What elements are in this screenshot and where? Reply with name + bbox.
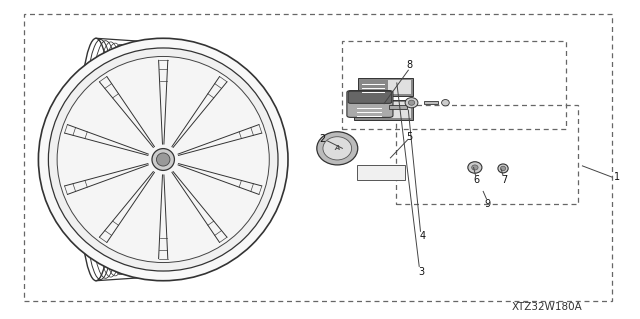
Ellipse shape: [49, 48, 278, 271]
Bar: [354, 100, 413, 120]
Text: 7: 7: [501, 175, 508, 185]
Bar: [358, 78, 413, 96]
Bar: [396, 105, 578, 204]
Text: 4: 4: [419, 231, 426, 241]
Ellipse shape: [156, 153, 170, 166]
Bar: [388, 80, 411, 94]
Ellipse shape: [152, 149, 175, 170]
Text: A: A: [335, 145, 340, 151]
Ellipse shape: [323, 137, 351, 160]
Ellipse shape: [442, 100, 449, 106]
Bar: [387, 102, 411, 118]
Ellipse shape: [57, 56, 269, 263]
Text: 9: 9: [484, 198, 491, 209]
Ellipse shape: [472, 165, 478, 170]
Text: 2: 2: [319, 134, 326, 144]
Text: 1: 1: [614, 172, 620, 182]
Bar: [342, 41, 566, 129]
FancyBboxPatch shape: [347, 91, 393, 117]
Ellipse shape: [405, 98, 418, 108]
Text: 6: 6: [474, 175, 480, 185]
Bar: [424, 101, 438, 104]
Ellipse shape: [317, 132, 358, 165]
Text: 3: 3: [418, 267, 424, 277]
Ellipse shape: [498, 164, 508, 173]
Ellipse shape: [38, 38, 288, 281]
Bar: [357, 165, 405, 180]
Text: XTZ32W180A: XTZ32W180A: [512, 302, 582, 312]
Text: 8: 8: [406, 60, 413, 70]
Text: 5: 5: [406, 131, 413, 142]
Ellipse shape: [468, 162, 482, 173]
Ellipse shape: [408, 100, 415, 105]
FancyBboxPatch shape: [348, 91, 392, 103]
Bar: [389, 105, 407, 109]
Ellipse shape: [500, 166, 506, 171]
